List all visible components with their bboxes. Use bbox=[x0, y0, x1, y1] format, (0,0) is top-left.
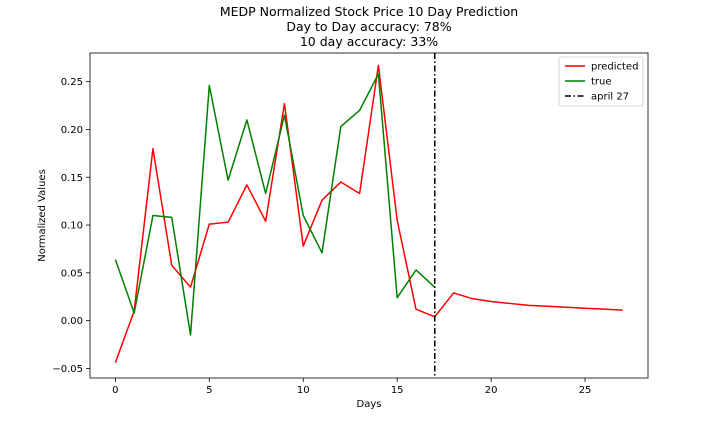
series-layer bbox=[114, 64, 623, 363]
y-tick-label: 0.20 bbox=[61, 125, 83, 136]
title-line-2: Day to Day accuracy: 78% bbox=[286, 19, 451, 34]
series-line-predicted bbox=[114, 64, 623, 363]
y-tick-label: 0.10 bbox=[61, 221, 83, 232]
y-tick-label: −0.05 bbox=[52, 364, 83, 375]
legend-label-predicted: predicted bbox=[591, 62, 638, 73]
x-tick-label: 15 bbox=[391, 385, 404, 396]
y-tick-label: 0.05 bbox=[61, 268, 83, 279]
x-tick-label: 25 bbox=[579, 385, 592, 396]
series-line-true bbox=[114, 73, 436, 336]
legend-label-true: true bbox=[591, 77, 612, 88]
legend-label-april-27: april 27 bbox=[591, 92, 629, 103]
y-axis-label: Normalized Values bbox=[37, 169, 48, 262]
chart-title: MEDP Normalized Stock Price 10 Day Predi… bbox=[220, 4, 518, 49]
title-line-1: MEDP Normalized Stock Price 10 Day Predi… bbox=[220, 4, 518, 19]
legend: predicted true april 27 bbox=[558, 56, 644, 107]
y-tick-label: 0.00 bbox=[61, 316, 83, 327]
x-tick-label: 0 bbox=[112, 385, 118, 396]
y-axis: −0.05 0.00 0.05 0.10 0.15 0.20 0.25 bbox=[52, 77, 90, 375]
legend-box bbox=[558, 56, 644, 107]
x-tick-label: 5 bbox=[206, 385, 212, 396]
y-tick-label: 0.25 bbox=[61, 77, 83, 88]
x-tick-label: 20 bbox=[485, 385, 498, 396]
y-tick-label: 0.15 bbox=[61, 173, 83, 184]
x-axis-label: Days bbox=[357, 399, 382, 410]
x-tick-label: 10 bbox=[297, 385, 310, 396]
x-axis: 0 5 10 15 20 25 bbox=[112, 378, 591, 396]
plot-frame bbox=[89, 52, 649, 379]
title-line-3: 10 day accuracy: 33% bbox=[300, 34, 438, 49]
